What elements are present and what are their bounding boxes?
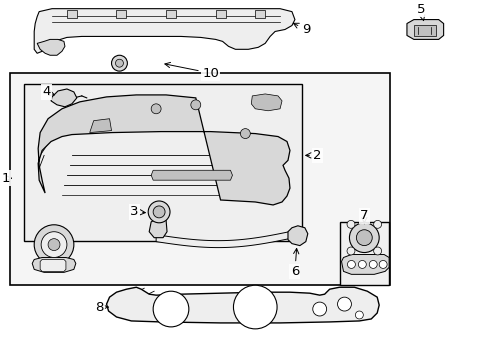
Circle shape [233, 285, 277, 329]
Circle shape [346, 247, 354, 255]
Text: 5: 5 [416, 3, 424, 21]
Polygon shape [149, 218, 167, 238]
Text: 10: 10 [164, 62, 219, 80]
Bar [255, 10, 264, 18]
Text: 7: 7 [359, 210, 368, 224]
Bar [116, 10, 126, 18]
Text: 6: 6 [290, 248, 299, 278]
Bar [10, 73, 389, 285]
Circle shape [378, 261, 386, 269]
Circle shape [41, 232, 67, 257]
Polygon shape [37, 39, 65, 55]
Circle shape [356, 230, 371, 246]
Circle shape [355, 311, 363, 319]
Polygon shape [406, 19, 443, 39]
Polygon shape [106, 287, 378, 323]
Circle shape [148, 201, 170, 223]
Circle shape [153, 291, 188, 327]
Text: 8: 8 [95, 301, 108, 314]
Circle shape [34, 225, 74, 265]
Circle shape [190, 100, 201, 110]
Polygon shape [251, 94, 282, 111]
Bar [67, 10, 77, 18]
Circle shape [373, 220, 381, 228]
Polygon shape [34, 9, 294, 53]
Text: 2: 2 [305, 149, 321, 162]
Circle shape [349, 223, 378, 252]
Circle shape [347, 261, 355, 269]
Polygon shape [32, 257, 76, 273]
Polygon shape [51, 89, 77, 107]
Circle shape [368, 261, 376, 269]
Circle shape [111, 55, 127, 71]
Polygon shape [156, 230, 294, 248]
Circle shape [240, 129, 250, 139]
Polygon shape [287, 226, 307, 246]
Bar [24, 84, 301, 240]
Bar [215, 10, 225, 18]
Circle shape [337, 297, 351, 311]
Circle shape [346, 220, 354, 228]
Circle shape [115, 59, 123, 67]
Circle shape [358, 261, 366, 269]
Bar [339, 222, 388, 285]
Bar [166, 10, 176, 18]
Polygon shape [341, 255, 388, 274]
Polygon shape [151, 170, 232, 180]
Text: 3: 3 [130, 206, 145, 219]
Bar [413, 24, 435, 36]
Polygon shape [38, 95, 289, 205]
Circle shape [48, 239, 60, 251]
Polygon shape [89, 119, 111, 132]
Text: 9: 9 [293, 23, 309, 36]
Circle shape [151, 104, 161, 114]
Text: 4: 4 [42, 85, 55, 98]
Circle shape [153, 206, 165, 218]
Polygon shape [40, 260, 66, 271]
Circle shape [312, 302, 326, 316]
Circle shape [373, 247, 381, 255]
Text: 1: 1 [1, 172, 11, 185]
